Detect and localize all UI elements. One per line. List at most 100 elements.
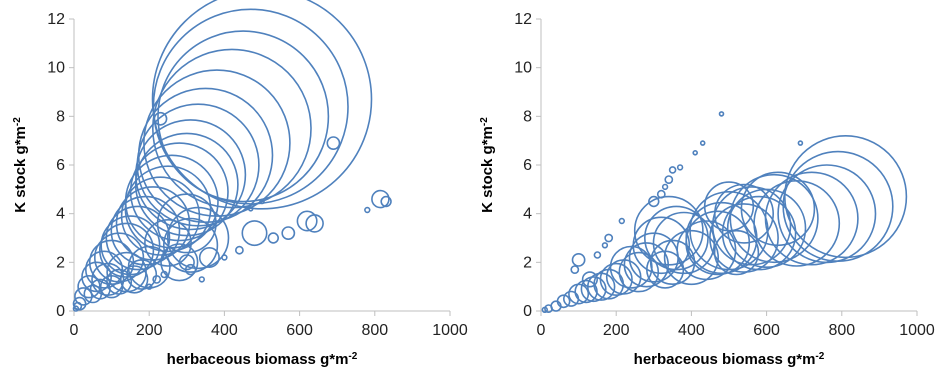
bubble-point [144, 218, 192, 267]
x-tick-label: 600 [286, 322, 313, 339]
y-tick-label: 4 [56, 206, 65, 223]
x-tick-label: 1000 [432, 322, 468, 339]
bubble-point [740, 171, 816, 247]
y-axis-title-main: K stock g*m [479, 126, 496, 213]
bubble-point [664, 175, 674, 184]
bubble-point [198, 276, 206, 283]
bubble-point [137, 87, 274, 224]
bubble-point [783, 135, 908, 259]
bubble-point [544, 304, 553, 313]
bubble-point [163, 217, 219, 273]
bubble-point [259, 198, 265, 205]
bubble-point [380, 195, 392, 208]
y-axis-title-exponent: -2 [12, 117, 23, 126]
x-tick-label: 0 [70, 322, 79, 339]
bubble-point [593, 251, 602, 259]
bubble-point [703, 181, 755, 232]
y-tick-label: 8 [523, 108, 532, 125]
bubble-point [119, 265, 149, 294]
chart-panel-2: 0 2 4 6 8 10 12 0 200 400 600 800 1000 herbaceous bio… [479, 11, 935, 368]
bubble-point [151, 0, 373, 210]
bubble-point [676, 164, 684, 171]
bubble-point [648, 195, 660, 208]
x-tick-label: 800 [828, 322, 855, 339]
bubble-point [221, 254, 228, 261]
bubble-point [296, 210, 318, 232]
bubble-point [83, 284, 103, 304]
bubble-point [618, 217, 625, 225]
y-axis-title-exponent: -2 [479, 117, 490, 126]
bubble-point [797, 140, 804, 146]
bubble-point [604, 233, 614, 243]
chart-panel-1: 0 2 4 6 8 10 12 0 200 400 600 800 1000 herbaceous bio… [12, 0, 468, 368]
bubble-point [105, 205, 171, 271]
bubble-point [764, 171, 859, 266]
bubble-point [571, 252, 586, 267]
bubble-point [151, 48, 312, 209]
y-tick-label: 6 [56, 157, 65, 174]
y-tick-label: 12 [47, 11, 65, 28]
bubble-point [364, 206, 371, 214]
x-axis-title-main: herbaceous biomass g*m [634, 351, 816, 368]
bubble-point [581, 271, 599, 288]
bubble-point [568, 283, 590, 305]
x-tick-label: 1000 [899, 322, 935, 339]
x-tick-label: 800 [361, 322, 388, 339]
y-tick-label: 2 [56, 254, 65, 271]
bubble-point [713, 183, 774, 244]
bubble-point [305, 214, 324, 233]
bubble-point [663, 229, 720, 286]
bubble-point [281, 226, 296, 240]
bubble-point [135, 119, 247, 231]
bubble-point [580, 276, 607, 303]
bubble-point [72, 305, 80, 312]
y-tick-label: 6 [523, 157, 532, 174]
bubble-point [143, 69, 291, 217]
y-tick-label: 2 [523, 254, 532, 271]
bubble-point [178, 254, 195, 271]
bubble-point [241, 220, 268, 247]
bubble-point [692, 150, 699, 156]
bubble-point [668, 166, 677, 174]
x-axis-title-main: herbaceous biomass g*m [167, 351, 349, 368]
y-axis-title-main: K stock g*m [12, 126, 29, 213]
bubble-point [574, 279, 598, 304]
bubble-point [718, 111, 725, 117]
y-axis-title: K stock g*m-2 [12, 117, 30, 213]
bubble-point [94, 232, 145, 283]
y-tick-label: 0 [56, 303, 65, 320]
bubble-point [166, 206, 230, 270]
bubble-point [649, 239, 696, 285]
bubble-point [562, 290, 580, 307]
bubble-point [120, 176, 201, 256]
bubble-point [153, 111, 168, 126]
bubble-point [623, 242, 669, 288]
bubble-point [541, 306, 548, 313]
x-tick-label: 400 [678, 322, 705, 339]
x-tick-label: 600 [753, 322, 780, 339]
bubble-point [160, 270, 168, 279]
bubble-point [184, 263, 197, 276]
x-axis-title-exponent: -2 [348, 351, 357, 362]
bubble-point [247, 206, 254, 212]
y-tick-label: 0 [523, 303, 532, 320]
x-tick-label: 200 [136, 322, 163, 339]
bubble-point [371, 189, 390, 209]
y-tick-label: 4 [523, 206, 532, 223]
y-tick-label: 10 [514, 60, 532, 77]
bubble-point [146, 283, 153, 290]
bubble-point [618, 251, 660, 293]
x-axis-title: herbaceous biomass g*m-2 [167, 351, 358, 369]
bubble-point [645, 250, 685, 289]
bubble-point [77, 275, 101, 299]
bubble-point [661, 183, 669, 191]
y-tick-label: 12 [514, 11, 532, 28]
y-tick-label: 8 [56, 108, 65, 125]
bubble-point [157, 30, 330, 203]
x-tick-label: 200 [603, 322, 630, 339]
bubble-point [713, 229, 760, 276]
bubble-point [729, 173, 819, 264]
y-tick-label: 10 [47, 60, 65, 77]
bubble-point [156, 193, 217, 254]
